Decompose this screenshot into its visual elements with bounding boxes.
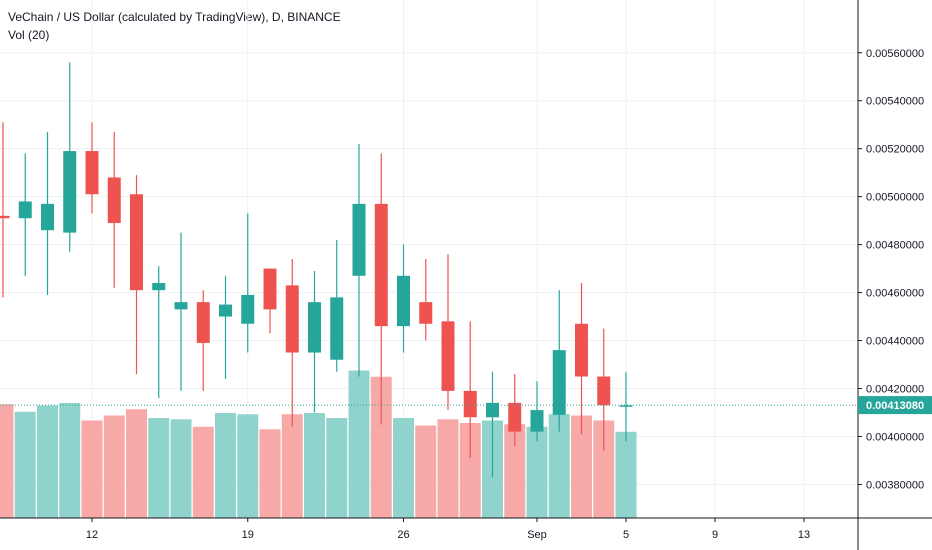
time-tick-label: 12 [86, 529, 98, 541]
volume-bar [459, 423, 481, 518]
candle-body[interactable] [85, 151, 99, 195]
volume-bar [326, 418, 348, 518]
volume-bar [126, 409, 147, 518]
price-tick-label: 0.00560000 [866, 48, 924, 60]
candle-body[interactable] [419, 302, 433, 324]
price-tick-label: 0.00380000 [866, 479, 924, 491]
candle-body[interactable] [0, 215, 10, 219]
volume-bar [14, 411, 36, 518]
volume-bar [281, 414, 303, 518]
volume-bar [571, 415, 592, 518]
price-tick-label: 0.00400000 [866, 431, 924, 443]
volume-label: Vol (20) [8, 28, 50, 42]
volume-bar [59, 403, 81, 518]
volume-bar [103, 415, 125, 518]
candle-body[interactable] [107, 177, 121, 224]
candle-body[interactable] [441, 321, 455, 391]
candle-body[interactable] [196, 302, 210, 343]
volume-bar [215, 413, 236, 518]
volume-bar [259, 429, 281, 518]
candle-body[interactable] [130, 194, 143, 291]
time-tick-label: 26 [397, 529, 409, 541]
time-tick-label: Sep [527, 529, 547, 541]
candle-body[interactable] [241, 294, 255, 324]
candle-body[interactable] [18, 201, 32, 219]
candle-body[interactable] [619, 405, 633, 407]
volume-bar [81, 420, 103, 518]
time-tick-label: 9 [712, 529, 718, 541]
volume-bar [148, 418, 170, 518]
price-tick-label: 0.00500000 [866, 192, 924, 204]
candle-body[interactable] [152, 282, 166, 291]
candle-body[interactable] [330, 297, 344, 360]
volume-bar [504, 424, 526, 518]
candle-body[interactable] [486, 402, 499, 418]
price-tick-label: 0.00520000 [866, 144, 924, 156]
volume-bar [393, 418, 414, 518]
candle-body[interactable] [63, 151, 77, 233]
time-tick-label: 13 [798, 529, 810, 541]
candle-body[interactable] [308, 302, 321, 353]
candle-body[interactable] [552, 350, 566, 415]
candle-body[interactable] [463, 390, 477, 418]
candle-body[interactable] [508, 402, 522, 432]
volume-bar [0, 404, 14, 518]
volume-bar [370, 376, 392, 518]
volume-bar [37, 405, 58, 518]
volume-bar [526, 426, 548, 518]
volume-bar [170, 419, 192, 518]
volume-bar [415, 425, 437, 518]
last-price-tag [858, 396, 932, 415]
volume-bar [437, 419, 459, 518]
candle-body[interactable] [263, 268, 277, 310]
volume-bar [348, 370, 370, 518]
candle-body[interactable] [397, 275, 410, 327]
candle-body[interactable] [219, 304, 232, 317]
time-tick-label: 19 [242, 529, 254, 541]
candle-body[interactable] [285, 285, 299, 353]
price-tick-label: 0.00460000 [866, 288, 924, 300]
volume-bar [548, 414, 570, 518]
candle-body[interactable] [41, 203, 54, 231]
time-tick-label: 5 [623, 529, 629, 541]
volume-bar [615, 431, 637, 518]
candle-body[interactable] [174, 302, 188, 310]
candle-body[interactable] [575, 323, 588, 377]
candle-body[interactable] [530, 410, 544, 432]
last-price-label: 0.00413080 [866, 400, 924, 412]
chart-title: VeChain / US Dollar (calculated by Tradi… [8, 10, 341, 24]
candle-body[interactable] [374, 203, 388, 327]
candle-body[interactable] [597, 376, 611, 406]
volume-bar [192, 426, 214, 518]
chart-legend: VeChain / US Dollar (calculated by Tradi… [8, 8, 341, 44]
price-tick-label: 0.00540000 [866, 96, 924, 108]
price-tick-label: 0.00440000 [866, 336, 924, 348]
price-tick-label: 0.00480000 [866, 240, 924, 252]
candle-body[interactable] [352, 203, 366, 276]
price-tick-label: 0.00420000 [866, 384, 924, 396]
volume-bar [304, 413, 325, 518]
volume-bar [593, 420, 615, 518]
volume-bar [237, 414, 259, 518]
